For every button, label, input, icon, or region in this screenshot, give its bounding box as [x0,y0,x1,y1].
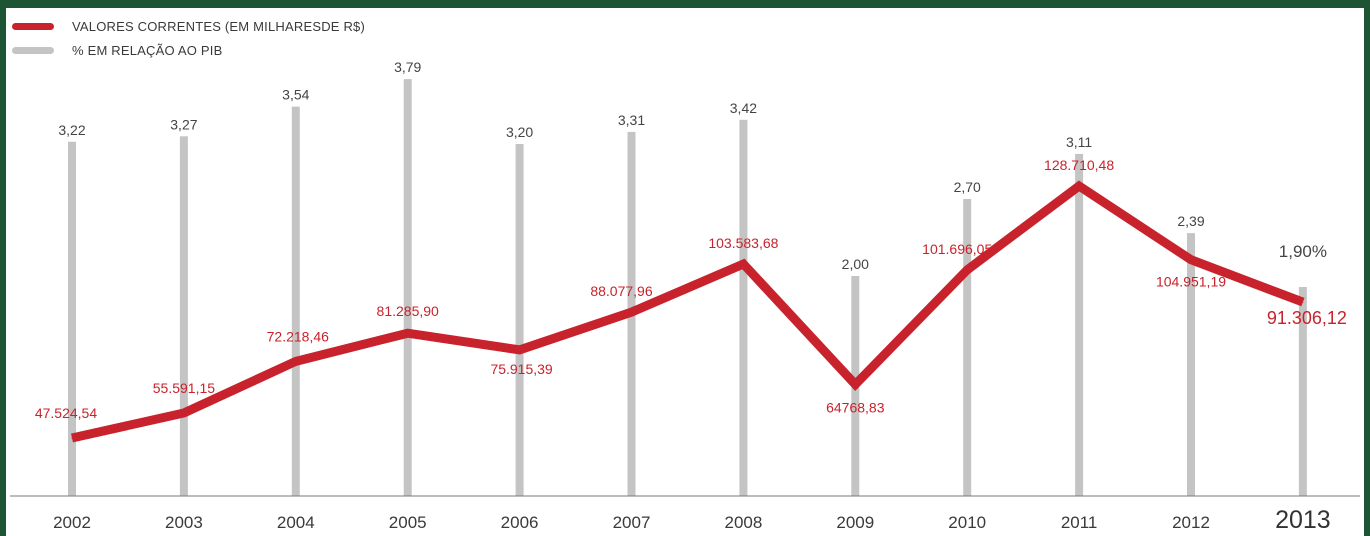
value-label-2004: 72.218,46 [267,328,329,344]
pct-label-2005: 3,79 [394,59,421,75]
chart-svg: 3,22 3,27 3,54 3,79 3,20 3,31 3,42 2,00 2,70 3,11… [10,59,1360,534]
pct-label-2013: 1,90% [1279,242,1327,261]
values-line [71,180,1305,443]
pct-bar-2003 [179,136,188,497]
pct-bar-2011 [1075,153,1084,496]
legend-label-pct: % EM RELAÇÃO AO PIB [72,42,223,58]
year-label-2005: 2005 [389,513,427,532]
value-label-2008: 103.583,68 [708,235,778,251]
year-label-2008: 2008 [724,513,762,532]
values-point-2012 [1190,259,1192,261]
year-label-2013: 2013 [1275,506,1331,534]
year-label-2003: 2003 [165,513,203,532]
values-point-2008 [742,263,744,265]
value-label-2007: 88.077,96 [590,283,652,299]
pct-bar-2006 [515,144,524,496]
legend-label-values: VALORES CORRENTES (EM MILHARESDE R$) [72,18,366,34]
year-label-2009: 2009 [836,513,874,532]
value-label-2010: 101.696,05 [922,241,992,257]
year-label-2002: 2002 [53,513,91,532]
legend-swatch-pct [12,46,54,54]
values-point-2009 [854,383,856,385]
value-label-2005: 81.285,90 [377,303,439,319]
values-point-2002 [71,437,73,439]
values-point-2006 [519,349,521,351]
pct-label-2004: 3,54 [282,87,309,103]
value-label-2011: 128.710,48 [1044,157,1114,173]
pct-label-2012: 2,39 [1177,213,1204,229]
values-point-2005 [407,332,409,334]
values-point-2011 [1078,185,1080,187]
year-label-2007: 2007 [613,513,651,532]
pct-label-2011: 3,11 [1066,134,1092,150]
values-point-2004 [295,360,297,362]
pct-label-2007: 3,31 [618,112,645,128]
pct-labels: 3,22 3,27 3,54 3,79 3,20 3,31 3,42 2,00 2,70 3,11… [58,59,1327,272]
value-label-2002: 47.524,54 [35,405,97,421]
value-label-2013: 91.306,12 [1267,308,1347,328]
value-label-2006: 75.915,39 [490,361,552,377]
legend-swatch-values [12,22,54,30]
year-label-2006: 2006 [501,513,539,532]
chart-frame: VALORES CORRENTES (EM MILHARESDE R$) % E… [6,8,1364,536]
pct-label-2010: 2,70 [954,179,981,195]
value-label-2003: 55.591,15 [153,380,215,396]
value-label-2012: 104.951,19 [1156,274,1226,290]
pct-bar-2013 [1298,287,1307,496]
year-label-2012: 2012 [1172,513,1210,532]
pct-label-2008: 3,42 [730,100,757,116]
legend-item-pct: % EM RELAÇÃO AO PIB [6,38,365,62]
legend-item-values: VALORES CORRENTES (EM MILHARESDE R$) [6,14,365,38]
pct-bar-2002 [68,141,76,497]
year-label-2004: 2004 [277,513,315,532]
values-line-layer [71,180,1305,443]
pct-bar-2012 [1187,233,1195,496]
values-point-2010 [966,269,968,271]
values-point-2003 [183,412,185,414]
x-axis-tick-labels: 2002 2003 2004 2005 2006 2007 2008 2009 2010 2011… [53,506,1331,534]
values-point-2007 [631,311,632,313]
legend: VALORES CORRENTES (EM MILHARESDE R$) % E… [6,14,365,62]
pct-label-2006: 3,20 [506,124,533,140]
pct-label-2009: 2,00 [842,256,869,272]
pct-bar-2005 [403,79,412,496]
pct-bar-2008 [739,119,748,497]
pct-bar-2010 [963,199,972,496]
value-labels: 47.524,54 55.591,15 72.218,46 81.285,90 75.9… [35,157,1347,421]
value-label-2009: 64768,83 [826,399,885,415]
values-point-2013 [1302,301,1304,303]
year-label-2010: 2010 [948,513,986,532]
year-label-2011: 2011 [1061,513,1098,532]
pct-bar-2004 [291,106,300,496]
pct-label-2002: 3,22 [58,122,85,138]
pct-label-2003: 3,27 [170,116,197,132]
